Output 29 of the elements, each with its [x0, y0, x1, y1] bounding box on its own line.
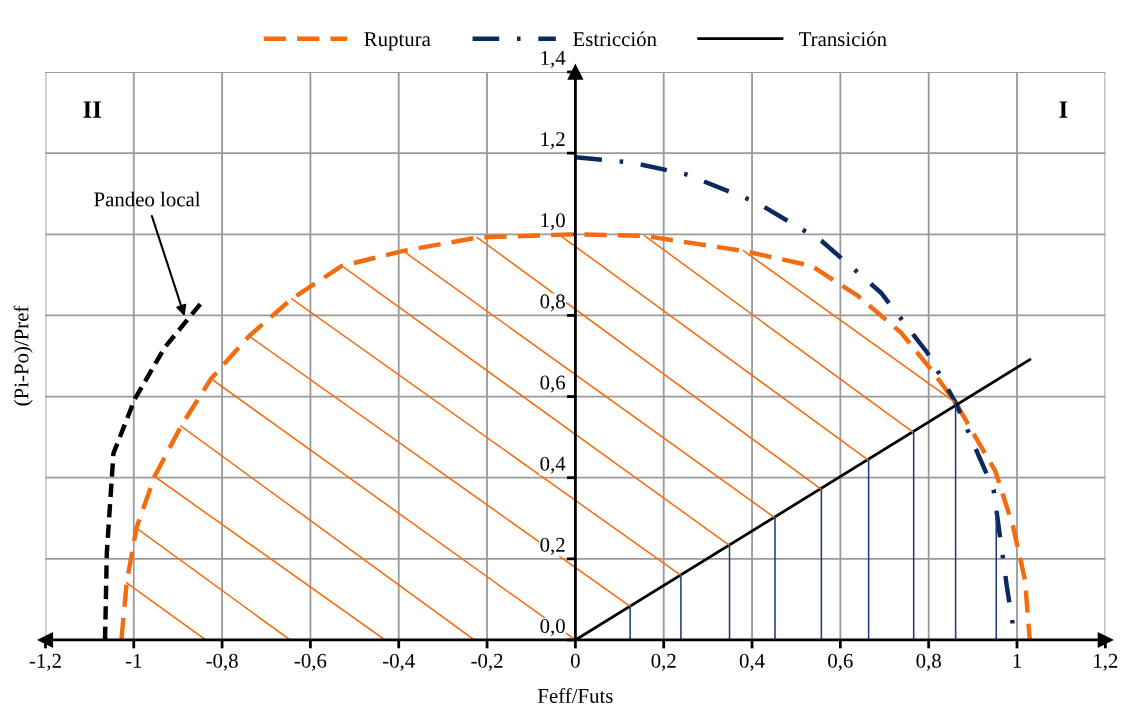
- x-tick-label: 0,6: [828, 653, 853, 671]
- x-tick-label: 1: [1013, 653, 1021, 668]
- y-tick-label: 1,0: [541, 213, 565, 231]
- annotation: II: [83, 101, 102, 118]
- annotation: Pandeo local: [94, 191, 201, 207]
- x-tick-label: -1: [125, 653, 142, 668]
- y-tick-label: 0,6: [540, 375, 566, 393]
- annotation: I: [1059, 101, 1068, 118]
- x-tick-label: 0,8: [916, 653, 941, 671]
- x-tick-label: 0,2: [651, 653, 676, 671]
- y-tick-label: 0,8: [540, 294, 565, 312]
- x-tick-label: -0,2: [471, 653, 503, 671]
- y-tick-label: 0,0: [540, 618, 565, 636]
- x-tick-label: -0,4: [383, 653, 415, 671]
- y-axis-title: (Pi-Po)/Pref: [13, 305, 33, 406]
- legend-label: Estricción: [573, 31, 657, 47]
- x-tick-label: -1,2: [29, 653, 61, 671]
- x-tick-label: 0,4: [739, 653, 765, 671]
- x-axis-title: Feff/Futs: [537, 688, 613, 703]
- x-tick-label: 1,2: [1094, 653, 1118, 671]
- y-tick-label: 0,4: [540, 456, 566, 474]
- x-tick-label: -0,8: [206, 653, 238, 671]
- legend-label: Transición: [799, 31, 887, 47]
- y-tick-label: 1,4: [541, 51, 566, 68]
- y-tick-label: 1,2: [541, 132, 565, 150]
- x-tick-label: -0,6: [294, 653, 327, 671]
- y-tick-label: 0,2: [540, 537, 565, 555]
- x-tick-label: 0: [570, 653, 580, 668]
- legend-label: Ruptura: [364, 32, 431, 51]
